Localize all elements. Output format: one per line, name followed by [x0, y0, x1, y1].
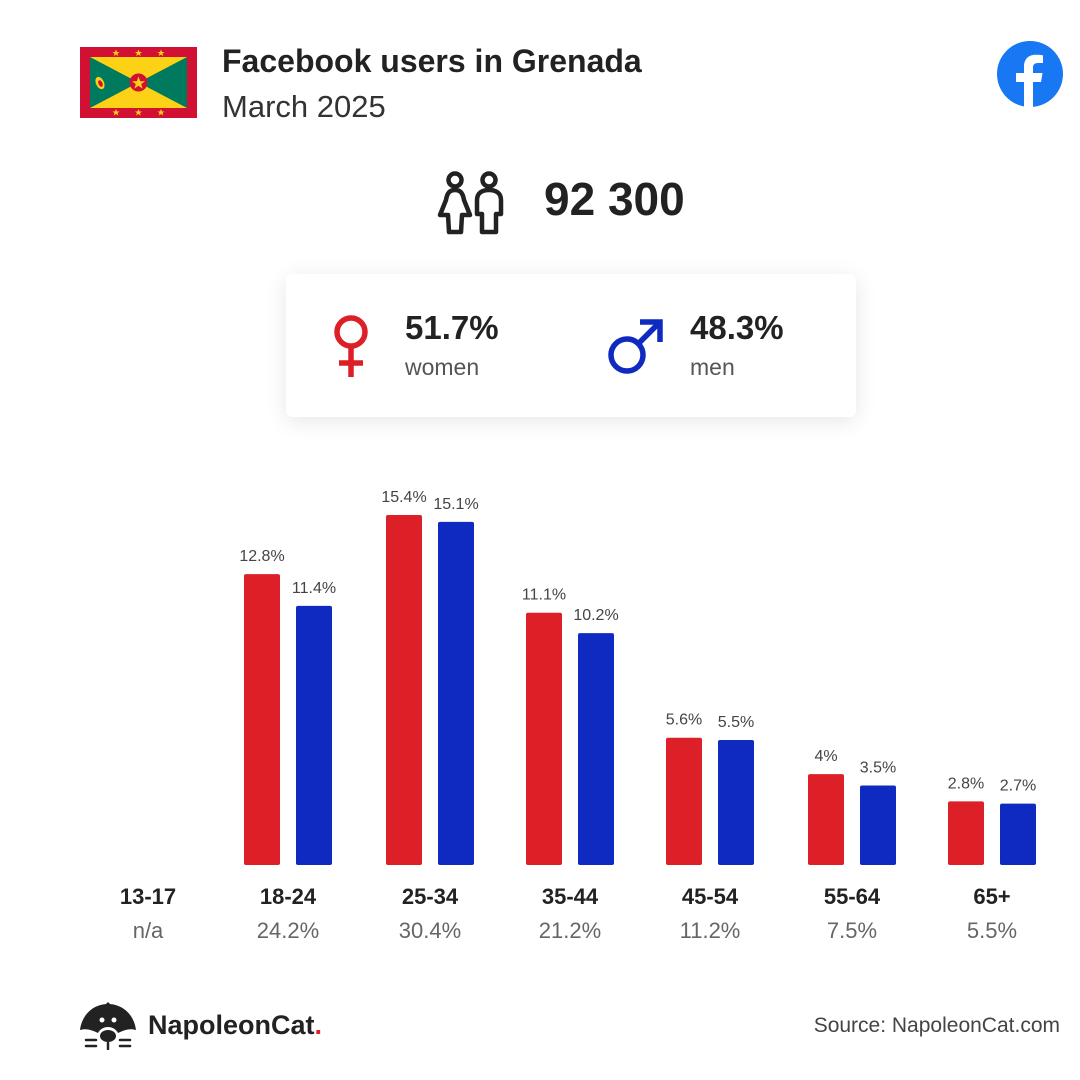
bar-men-35-44	[578, 633, 614, 865]
bar-women-65+	[948, 801, 984, 865]
age-group-label: 65+	[973, 884, 1011, 909]
male-symbol-icon	[608, 319, 663, 374]
value-label-men-25-34: 15.1%	[433, 496, 478, 513]
age-group-share: 11.2%	[679, 918, 741, 943]
age-group-label: 13-17	[119, 884, 177, 909]
value-label-men-45-54: 5.5%	[718, 714, 754, 731]
facebook-logo-icon[interactable]	[997, 41, 1063, 107]
women-label: women	[405, 354, 480, 380]
age-group-35-44: 35-44 21.2%	[510, 884, 630, 944]
age-group-55-64: 55-64 7.5%	[792, 884, 912, 944]
age-group-share: 7.5%	[826, 918, 878, 943]
men-percentage: 48.3%	[690, 309, 784, 346]
bar-women-18-24	[244, 574, 280, 865]
age-group-share: 21.2%	[538, 918, 602, 943]
value-label-men-35-44: 10.2%	[573, 607, 618, 624]
people-icon	[437, 171, 504, 235]
page-subtitle: March 2025	[222, 89, 386, 124]
brand-dot: .	[314, 1010, 323, 1040]
brand-name: NapoleonCat.	[148, 1010, 322, 1041]
age-group-label: 35-44	[541, 884, 599, 909]
value-label-women-65+: 2.8%	[948, 775, 984, 792]
source-credit[interactable]: Source: NapoleonCat.com	[813, 1014, 1060, 1037]
value-label-women-35-44: 11.1%	[522, 587, 566, 604]
gender-split-card	[286, 274, 856, 417]
bar-men-55-64	[860, 785, 896, 865]
age-group-label: 25-34	[401, 884, 459, 909]
women-percentage: 51.7%	[405, 309, 499, 346]
bar-women-55-64	[808, 774, 844, 865]
value-label-women-25-34: 15.4%	[381, 489, 426, 506]
age-group-label: 55-64	[823, 884, 881, 909]
age-group-65+: 65+ 5.5%	[932, 884, 1052, 944]
grenada-flag-icon	[80, 47, 197, 118]
value-label-women-45-54: 5.6%	[666, 712, 702, 729]
value-label-men-55-64: 3.5%	[860, 759, 896, 776]
age-group-share: n/a	[132, 918, 164, 943]
age-group-25-34: 25-34 30.4%	[370, 884, 490, 944]
age-group-18-24: 18-24 24.2%	[228, 884, 348, 944]
napoleoncat-logo-icon	[80, 1002, 136, 1050]
age-group-45-54: 45-54 11.2%	[650, 884, 770, 944]
age-group-label: 18-24	[259, 884, 317, 909]
page-title: Facebook users in Grenada	[222, 43, 642, 79]
bar-men-25-34	[438, 521, 474, 865]
age-gender-bar-chart: 12.8% 11.4% 15.4% 15.1% 11.1% 10.2% 5.6% 5.5% 4%…	[239, 489, 1036, 865]
value-label-men-65+: 2.7%	[1000, 778, 1036, 795]
brand-name-text: NapoleonCat	[148, 1010, 315, 1040]
female-symbol-icon	[334, 315, 368, 377]
age-group-share: 24.2%	[256, 918, 320, 943]
men-label: men	[690, 354, 735, 380]
age-group-share: 5.5%	[966, 918, 1018, 943]
value-label-women-18-24: 12.8%	[239, 548, 284, 565]
bar-women-45-54	[666, 737, 702, 865]
value-label-women-55-64: 4%	[814, 748, 837, 765]
total-users-value: 92 300	[544, 173, 685, 225]
value-label-men-18-24: 11.4%	[292, 580, 336, 597]
bar-men-65+	[1000, 803, 1036, 865]
bar-women-25-34	[386, 515, 422, 865]
age-group-13-17: 13-17 n/a	[88, 884, 208, 944]
age-group-label: 45-54	[681, 884, 739, 909]
age-group-share: 30.4%	[398, 918, 462, 943]
bar-men-18-24	[296, 605, 332, 865]
bar-women-35-44	[526, 612, 562, 865]
bar-men-45-54	[718, 740, 754, 865]
